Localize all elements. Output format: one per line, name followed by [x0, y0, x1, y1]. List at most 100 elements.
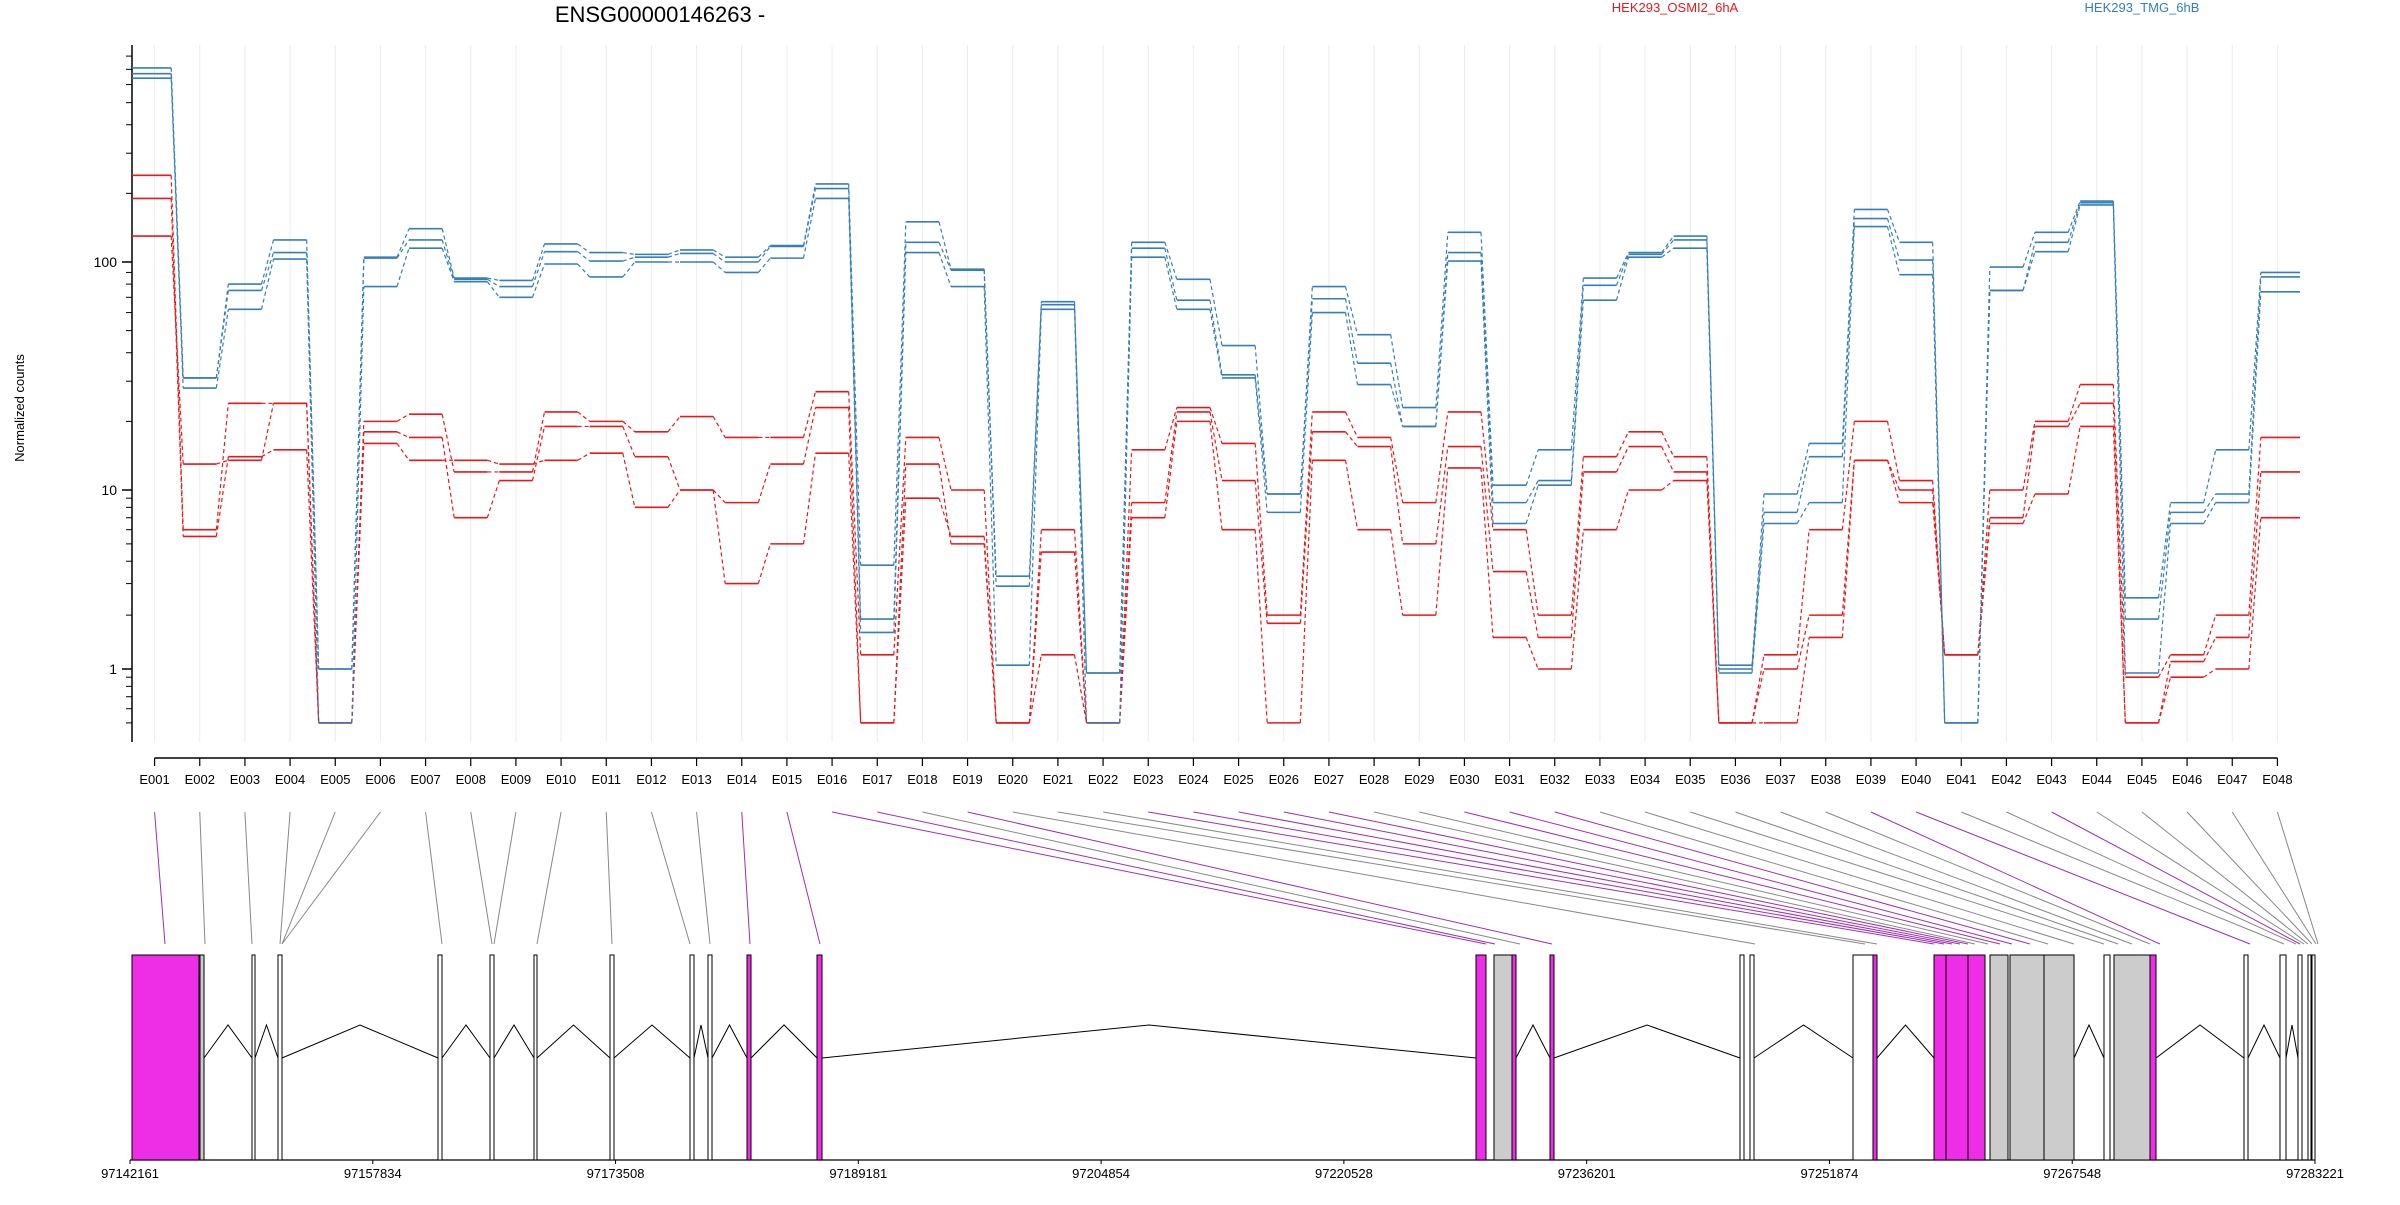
series-connector: [983, 489, 997, 723]
series-connector: [2022, 426, 2036, 518]
series-connector: [2203, 502, 2217, 524]
series-connector: [1435, 446, 1449, 544]
series-connector: [622, 426, 636, 457]
exon-box: [2009, 954, 2045, 1161]
gene-axis-label: 97267548: [2043, 1166, 2101, 1181]
series-connector: [1525, 484, 1539, 524]
series-connector: [802, 407, 817, 465]
series-connector: [2067, 384, 2081, 422]
x-tick-label: E037: [1765, 772, 1795, 787]
x-tick-label: E008: [456, 772, 486, 787]
series-4: [132, 72, 2300, 724]
series-connector: [1073, 304, 1088, 674]
series-connector: [622, 453, 636, 508]
series-connector: [667, 249, 681, 255]
series-connector: [2203, 493, 2217, 513]
series-connector: [1841, 218, 1855, 457]
intron-line: [613, 1024, 691, 1059]
series-connector: [1164, 248, 1178, 301]
x-tick-label: E040: [1901, 772, 1931, 787]
intron-line: [1876, 1024, 1935, 1059]
series-connector: [1164, 242, 1178, 280]
intron-line: [2155, 1024, 2245, 1059]
exon-connector: [967, 811, 1553, 945]
x-tick-label: E004: [275, 772, 305, 787]
series-connector: [802, 391, 817, 438]
series-lines: [132, 67, 2300, 724]
series-connector: [441, 247, 455, 282]
exon-box: [707, 954, 713, 1161]
exon-box: [1549, 954, 1555, 1161]
intron-line: [203, 1024, 253, 1059]
exon-connector: [281, 811, 336, 945]
exon-connector: [1238, 811, 1953, 945]
series-connector: [1615, 252, 1630, 279]
series-connector: [2248, 291, 2262, 503]
series-connector: [1344, 286, 1359, 335]
series-connector: [441, 239, 455, 280]
series-connector: [2022, 421, 2036, 491]
intron-line: [1515, 1023, 1551, 1059]
exon-connector: [786, 811, 821, 945]
series-connector: [2022, 251, 2036, 291]
intron-line: [693, 1024, 709, 1059]
series-connector: [2157, 502, 2172, 598]
series-3: [132, 67, 2300, 724]
series-connector: [1841, 226, 1855, 503]
chart-title: ENSG00000146263 -: [555, 2, 765, 27]
series-connector: [215, 403, 229, 530]
series-connector: [938, 252, 952, 287]
gridlines: [154, 45, 2278, 742]
x-tick-label: E010: [546, 772, 576, 787]
exon-connector: [831, 811, 1487, 945]
exon-connector: [1193, 811, 1945, 945]
exon-box: [2307, 954, 2312, 1161]
series-connector: [396, 443, 410, 461]
series-connector: [1841, 421, 1855, 530]
series-connector: [2203, 637, 2217, 662]
series-connector: [577, 263, 591, 278]
series-connector: [802, 198, 817, 259]
exon-connector: [1464, 811, 2001, 945]
gene-axis-label: 97283221: [2286, 1166, 2344, 1181]
series-connector: [848, 198, 862, 633]
x-tick-label: E006: [365, 772, 395, 787]
exon-connector: [2186, 811, 2313, 945]
series-connector: [487, 459, 500, 465]
series-connector: [215, 290, 229, 379]
series-connector: [1615, 254, 1630, 286]
series-connector: [2112, 426, 2126, 723]
x-tick-label: E028: [1359, 772, 1389, 787]
x-tick-label: E031: [1494, 772, 1524, 787]
series-connector: [577, 243, 591, 254]
exon-connector: [2096, 811, 2305, 945]
series-connector: [1751, 654, 1765, 723]
x-tick-label: E005: [320, 772, 350, 787]
x-tick-label: E015: [772, 772, 802, 787]
series-connector: [2203, 449, 2217, 503]
x-tick-label: E022: [1088, 772, 1118, 787]
exon-connector: [281, 811, 381, 945]
exon-box: [1933, 954, 1947, 1161]
intron-line: [536, 1024, 611, 1059]
x-tick-label: E002: [185, 772, 215, 787]
x-tick-label: E003: [230, 772, 260, 787]
exon-box: [437, 954, 443, 1161]
intron-line: [2285, 1024, 2299, 1059]
exon-connector: [2276, 811, 2319, 945]
series-connector: [1525, 529, 1539, 616]
series-connector: [2112, 403, 2126, 723]
exon-box: [1493, 954, 1513, 1161]
series-connector: [1299, 411, 1313, 616]
intron-line: [1553, 1024, 1741, 1059]
series-connector: [1390, 529, 1404, 616]
gene-axis-label: 97236201: [1558, 1166, 1616, 1181]
series-connector: [396, 228, 410, 258]
series-connector: [531, 243, 546, 281]
series-connector: [531, 263, 546, 298]
series-connector: [2157, 512, 2172, 620]
exon-connector: [1057, 811, 1866, 945]
series-connector: [1480, 467, 1494, 638]
x-tick-label: E041: [1946, 772, 1976, 787]
series-connector: [1435, 467, 1449, 616]
